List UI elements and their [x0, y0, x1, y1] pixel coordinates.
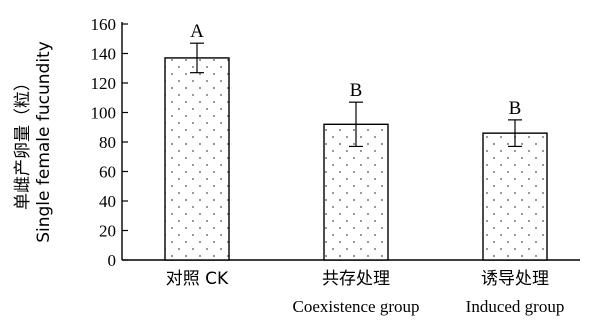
significance-label: B	[350, 80, 363, 101]
significance-label: A	[190, 21, 204, 42]
y-tick-label: 0	[108, 251, 117, 270]
y-tick-label: 60	[99, 163, 116, 182]
significance-label: B	[509, 98, 522, 119]
plot-area: 0 20 40 60 80 100 120 140 160 A 对照 CK B 共存处理 Coexiste…	[91, 15, 580, 316]
y-axis-label-en: Single female fucundity	[34, 41, 54, 243]
y-tick-label: 80	[99, 133, 116, 152]
y-tick-label: 140	[91, 45, 117, 64]
bar	[164, 57, 230, 261]
y-tick-label: 120	[91, 74, 117, 93]
y-tick-label: 100	[91, 104, 117, 123]
y-tick-label: 20	[99, 222, 116, 241]
category-label: 共存处理	[322, 269, 390, 289]
y-axis-label-group: 单雌产卵量（粒） Single female fucundity	[13, 41, 54, 243]
y-tick-label: 160	[91, 15, 117, 34]
category-label: 诱导处理	[481, 269, 549, 289]
bar	[482, 132, 548, 261]
category-sublabel: Coexistence group	[293, 297, 420, 316]
y-axis-label-cn: 单雌产卵量（粒）	[13, 74, 33, 210]
category-label: 对照 CK	[166, 269, 229, 289]
category-sublabel: Induced group	[466, 297, 565, 316]
y-tick-label: 40	[99, 192, 116, 211]
